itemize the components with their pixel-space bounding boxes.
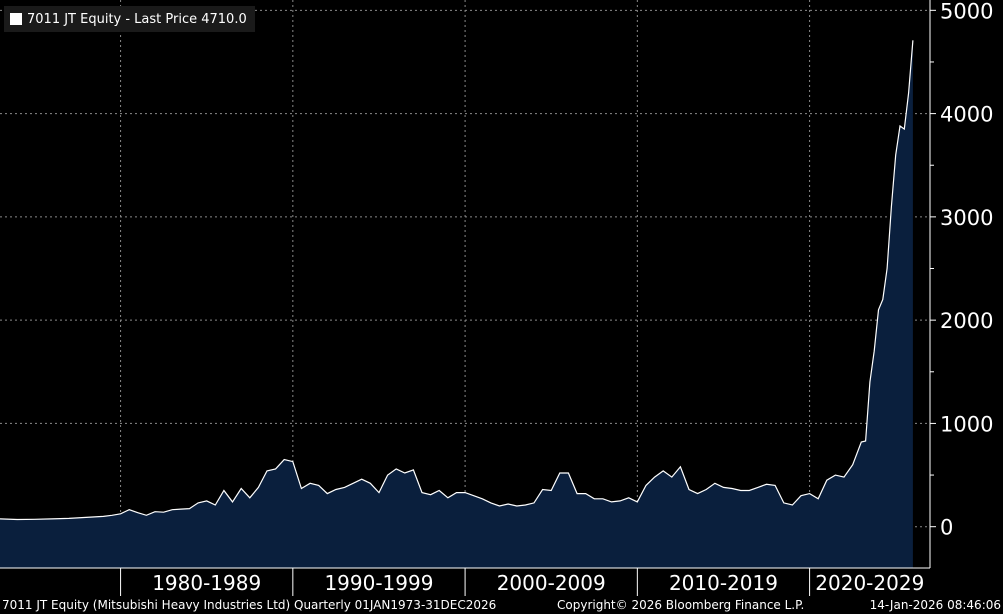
legend-label: 7011 JT Equity - Last Price 4710.0 <box>27 11 247 27</box>
legend: 7011 JT Equity - Last Price 4710.0 <box>4 6 255 32</box>
footer-security-description: 7011 JT Equity (Mitsubishi Heavy Industr… <box>2 598 497 612</box>
x-category-label-3: 2010-2019 <box>669 571 778 595</box>
series-layer <box>0 40 914 569</box>
x-category-label-4: 2020-2029 <box>815 571 924 595</box>
y-tick-label-5000: 5000 <box>940 0 993 23</box>
grid-layer <box>0 0 930 568</box>
y-tick-label-0: 0 <box>940 516 953 540</box>
y-tick-label-2000: 2000 <box>940 309 993 333</box>
footer-timestamp: 14-Jan-2026 08:46:06 <box>869 598 1001 612</box>
x-category-label-2: 2000-2009 <box>497 571 606 595</box>
y-tick-label-3000: 3000 <box>940 206 993 230</box>
y-axis: 0 1000 2000 3000 4000 5000 <box>929 0 993 568</box>
y-tick-label-4000: 4000 <box>940 103 993 127</box>
footer-copyright: Copyright© 2026 Bloomberg Finance L.P. <box>557 598 805 612</box>
legend-swatch <box>10 13 22 25</box>
x-category-label-0: 1980-1989 <box>152 571 261 595</box>
price-line <box>0 40 914 521</box>
x-axis: 1980-1989 1990-1999 2000-2009 2010-2019 2020… <box>0 567 930 596</box>
x-category-label-1: 1990-1999 <box>324 571 433 595</box>
price-area <box>0 40 913 569</box>
y-tick-label-1000: 1000 <box>940 412 993 436</box>
